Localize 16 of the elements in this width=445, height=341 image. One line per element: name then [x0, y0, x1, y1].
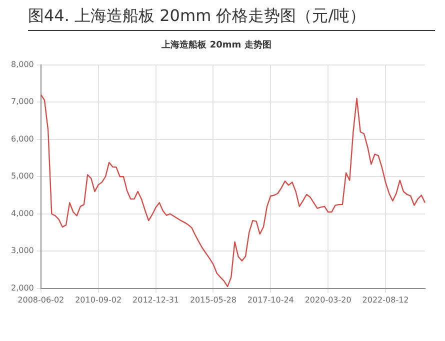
chart-subtitle: 上海造船板 20mm 走势图 — [160, 40, 272, 51]
y-tick-label: 5,000 — [10, 172, 34, 181]
y-tick-label: 6,000 — [10, 134, 34, 144]
y-tick-label: 2,000 — [10, 283, 34, 292]
y-tick-label: 7,000 — [10, 97, 34, 106]
x-tick-label: 2017-10-24 — [247, 295, 294, 304]
x-tick-label: 2010-09-02 — [75, 295, 122, 304]
y-tick-label: 4,000 — [10, 208, 34, 218]
x-tick-label: 2015-05-28 — [190, 295, 236, 304]
x-tick-label: 2008-06-02 — [18, 295, 64, 304]
x-tick-label: 2022-08-12 — [362, 295, 409, 304]
chart-title: 图44. 上海造船板 20mm 价格走势图（元/吨） — [28, 6, 435, 31]
y-tick-label: 8,000 — [10, 60, 34, 69]
x-tick-label: 2020-03-20 — [304, 295, 352, 304]
y-tick-label: 3,000 — [10, 246, 34, 256]
x-tick-label: 2012-12-31 — [132, 295, 180, 304]
